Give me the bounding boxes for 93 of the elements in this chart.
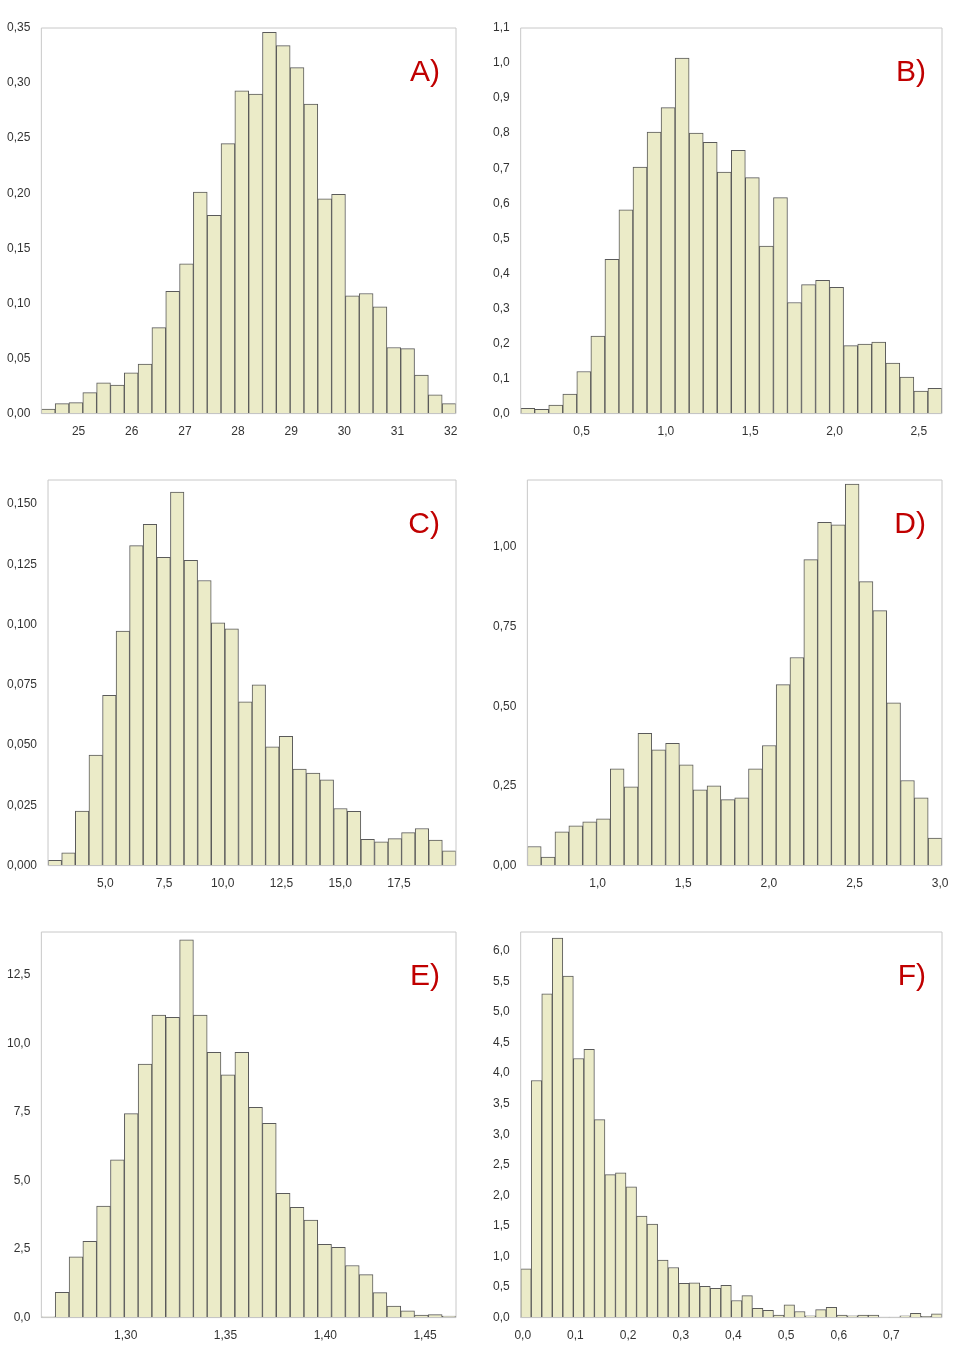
y-tick-label: 0,9: [492, 90, 510, 105]
y-tick-label: 0,6: [492, 195, 510, 210]
x-tick-label: 0,2: [619, 1328, 637, 1343]
x-tick-label: 0,5: [573, 424, 591, 439]
y-tick-label: 0,20: [7, 185, 31, 200]
y-tick-label: 0,125: [7, 556, 38, 571]
y-tick-label: 4,0: [492, 1065, 510, 1080]
x-tick-label: 27: [178, 424, 192, 439]
annotation: E): [410, 958, 440, 992]
y-tick-label: 12,5: [7, 967, 31, 982]
x-tick-label: 32: [444, 424, 458, 439]
x-tick-label: 2,5: [846, 876, 864, 891]
annotation: D): [894, 506, 926, 540]
x-tick-label: 15,0: [328, 876, 353, 891]
y-tick-label: 0,10: [7, 295, 31, 310]
y-tick-label: 1,5: [492, 1218, 510, 1233]
x-tick-label: 10,0: [211, 876, 235, 891]
y-tick-label: 0,150: [7, 496, 38, 511]
y-tick-label: 5,0: [13, 1172, 31, 1187]
y-tick-label: 0,8: [492, 125, 510, 140]
annotation: A): [410, 54, 440, 88]
y-tick-label: 5,0: [492, 1004, 510, 1019]
y-tick-label: 2,0: [492, 1187, 510, 1202]
y-tick-label: 0,2: [492, 335, 510, 350]
y-tick-label: 0,5: [492, 1279, 510, 1294]
x-tick-label: 12,5: [269, 876, 294, 891]
x-tick-label: 2,0: [826, 424, 844, 439]
y-tick-label: 0,4: [492, 265, 510, 280]
x-tick-label: 26: [125, 424, 139, 439]
x-tick-label: 2,0: [760, 876, 778, 891]
x-tick-label: 0,3: [672, 1328, 690, 1343]
annotation: F): [897, 958, 926, 992]
y-tick-label: 7,5: [13, 1104, 31, 1119]
y-tick-label: 0,15: [7, 240, 31, 255]
y-tick-label: 5,5: [492, 973, 510, 988]
x-tick-label: 25: [71, 424, 86, 439]
y-tick-label: 0,50: [493, 698, 517, 713]
x-tick-label: 29: [284, 424, 299, 439]
x-tick-label: 5,0: [96, 876, 114, 891]
y-tick-label: 3,5: [492, 1096, 510, 1111]
y-tick-label: 0,0: [13, 1309, 31, 1324]
x-tick-label: 1,45: [413, 1328, 438, 1343]
x-tick-label: 1,40: [313, 1328, 338, 1343]
y-tick-label: 2,5: [13, 1241, 31, 1256]
annotation: C): [408, 506, 440, 540]
x-tick-label: 17,5: [387, 876, 411, 891]
y-tick-label: 0,0: [492, 1309, 510, 1324]
x-tick-label: 0,4: [725, 1328, 743, 1343]
y-tick-label: 1,00: [493, 539, 517, 554]
y-tick-label: 0,5: [492, 230, 510, 245]
y-tick-label: 0,050: [7, 737, 38, 752]
x-tick-label: 1,35: [213, 1328, 238, 1343]
y-tick-label: 1,0: [492, 55, 510, 70]
x-tick-label: 0,7: [883, 1328, 901, 1343]
y-tick-label: 0,00: [493, 857, 517, 872]
y-tick-label: 0,75: [493, 618, 517, 633]
y-tick-label: 0,0: [492, 405, 510, 420]
y-tick-label: 0,3: [492, 300, 510, 315]
x-tick-label: 1,5: [674, 876, 692, 891]
x-tick-label: 2,5: [910, 424, 928, 439]
y-tick-label: 0,05: [7, 350, 31, 365]
y-tick-label: 0,1: [492, 370, 510, 385]
x-tick-label: 0,0: [514, 1328, 532, 1343]
y-tick-label: 10,0: [7, 1035, 31, 1050]
y-tick-label: 2,5: [492, 1157, 510, 1172]
annotation: B): [896, 54, 926, 88]
y-tick-label: 0,30: [7, 75, 31, 90]
y-tick-label: 0,00: [7, 405, 31, 420]
y-tick-label: 6,0: [492, 943, 510, 958]
y-tick-label: 1,0: [492, 1248, 510, 1263]
y-tick-label: 0,25: [493, 778, 517, 793]
y-tick-label: 0,25: [7, 130, 31, 145]
x-tick-label: 30: [337, 424, 352, 439]
y-tick-label: 0,35: [7, 20, 31, 35]
x-tick-label: 31: [390, 424, 405, 439]
x-tick-label: 3,0: [931, 876, 949, 891]
y-tick-label: 1,1: [492, 20, 510, 35]
x-tick-label: 1,0: [657, 424, 675, 439]
y-tick-label: 0,100: [7, 616, 38, 631]
y-tick-label: 0,7: [492, 160, 510, 175]
x-tick-label: 7,5: [155, 876, 173, 891]
y-tick-label: 4,5: [492, 1034, 510, 1049]
y-tick-label: 0,025: [7, 797, 38, 812]
x-tick-label: 0,5: [777, 1328, 795, 1343]
x-tick-label: 1,30: [114, 1328, 138, 1343]
y-tick-label: 0,075: [7, 677, 38, 692]
x-tick-label: 0,6: [830, 1328, 848, 1343]
x-tick-label: 0,1: [567, 1328, 585, 1343]
y-tick-label: 3,0: [492, 1126, 510, 1141]
y-tick-label: 0,000: [7, 857, 38, 872]
x-tick-label: 28: [231, 424, 246, 439]
x-tick-label: 1,5: [741, 424, 759, 439]
x-tick-label: 1,0: [589, 876, 607, 891]
